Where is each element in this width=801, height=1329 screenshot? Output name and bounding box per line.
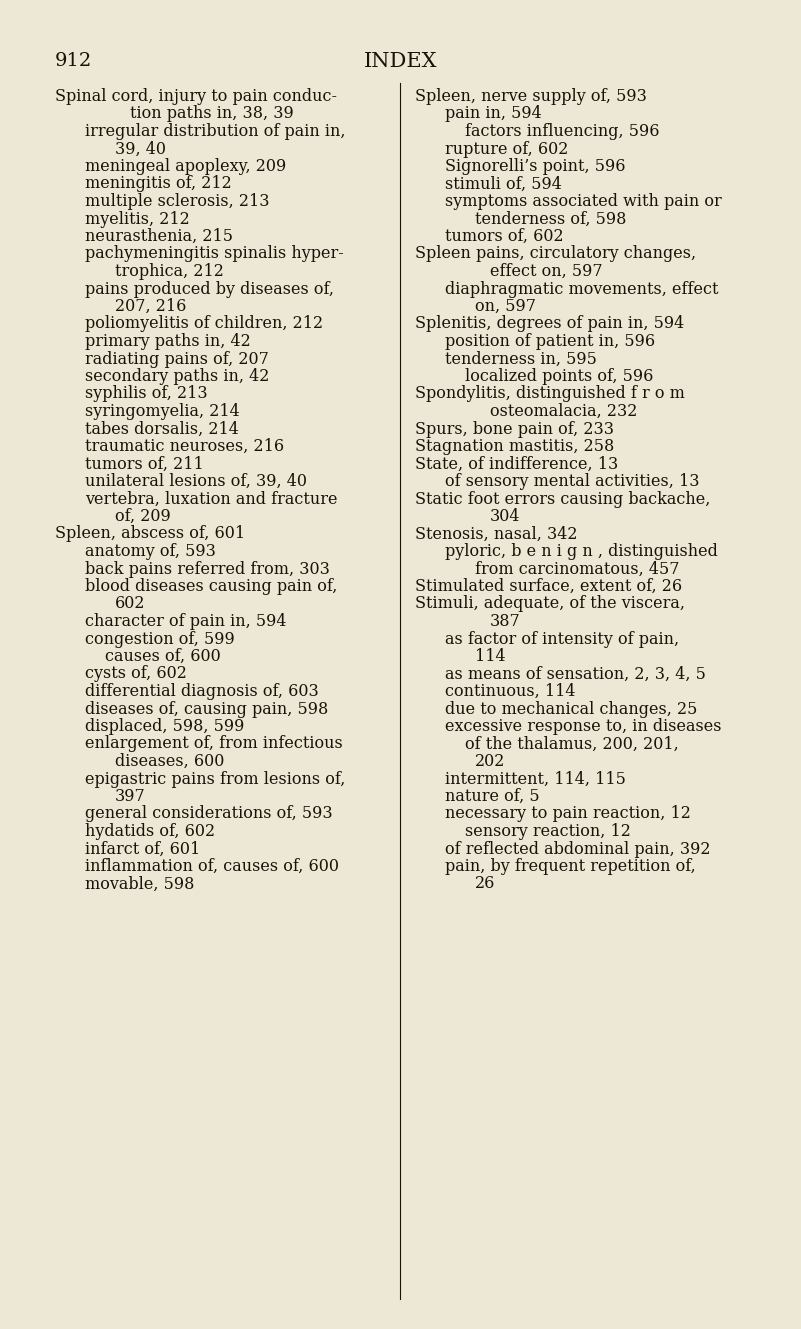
Text: 397: 397 bbox=[115, 788, 146, 805]
Text: Splenitis, degrees of pain in, 594: Splenitis, degrees of pain in, 594 bbox=[415, 315, 684, 332]
Text: pain, by frequent repetition of,: pain, by frequent repetition of, bbox=[445, 859, 696, 874]
Text: Spurs, bone pain of, 233: Spurs, bone pain of, 233 bbox=[415, 420, 614, 437]
Text: tumors of, 211: tumors of, 211 bbox=[85, 456, 203, 473]
Text: traumatic neuroses, 216: traumatic neuroses, 216 bbox=[85, 439, 284, 455]
Text: excessive response to, in diseases: excessive response to, in diseases bbox=[445, 718, 722, 735]
Text: tabes dorsalis, 214: tabes dorsalis, 214 bbox=[85, 420, 239, 437]
Text: movable, 598: movable, 598 bbox=[85, 876, 195, 893]
Text: general considerations of, 593: general considerations of, 593 bbox=[85, 805, 332, 823]
Text: inflammation of, causes of, 600: inflammation of, causes of, 600 bbox=[85, 859, 339, 874]
Text: of reflected abdominal pain, 392: of reflected abdominal pain, 392 bbox=[445, 840, 710, 857]
Text: 387: 387 bbox=[490, 613, 521, 630]
Text: 602: 602 bbox=[115, 595, 146, 613]
Text: on, 597: on, 597 bbox=[475, 298, 536, 315]
Text: hydatids of, 602: hydatids of, 602 bbox=[85, 823, 215, 840]
Text: INDEX: INDEX bbox=[364, 52, 437, 70]
Text: meningitis of, 212: meningitis of, 212 bbox=[85, 175, 231, 193]
Text: epigastric pains from lesions of,: epigastric pains from lesions of, bbox=[85, 771, 345, 788]
Text: 202: 202 bbox=[475, 754, 505, 769]
Text: syringomyelia, 214: syringomyelia, 214 bbox=[85, 403, 239, 420]
Text: 114: 114 bbox=[475, 649, 505, 664]
Text: tenderness of, 598: tenderness of, 598 bbox=[475, 210, 626, 227]
Text: of, 209: of, 209 bbox=[115, 508, 171, 525]
Text: sensory reaction, 12: sensory reaction, 12 bbox=[465, 823, 631, 840]
Text: effect on, 597: effect on, 597 bbox=[490, 263, 602, 280]
Text: of sensory mental activities, 13: of sensory mental activities, 13 bbox=[445, 473, 699, 490]
Text: diseases of, causing pain, 598: diseases of, causing pain, 598 bbox=[85, 700, 328, 718]
Text: unilateral lesions of, 39, 40: unilateral lesions of, 39, 40 bbox=[85, 473, 307, 490]
Text: factors influencing, 596: factors influencing, 596 bbox=[465, 124, 659, 140]
Text: neurasthenia, 215: neurasthenia, 215 bbox=[85, 229, 233, 245]
Text: secondary paths in, 42: secondary paths in, 42 bbox=[85, 368, 269, 385]
Text: continuous, 114: continuous, 114 bbox=[445, 683, 575, 700]
Text: tumors of, 602: tumors of, 602 bbox=[445, 229, 564, 245]
Text: 207, 216: 207, 216 bbox=[115, 298, 187, 315]
Text: cysts of, 602: cysts of, 602 bbox=[85, 666, 187, 683]
Text: nature of, 5: nature of, 5 bbox=[445, 788, 540, 805]
Text: vertebra, luxation and fracture: vertebra, luxation and fracture bbox=[85, 490, 337, 508]
Text: irregular distribution of pain in,: irregular distribution of pain in, bbox=[85, 124, 345, 140]
Text: Stenosis, nasal, 342: Stenosis, nasal, 342 bbox=[415, 525, 578, 542]
Text: position of patient in, 596: position of patient in, 596 bbox=[445, 334, 655, 350]
Text: due to mechanical changes, 25: due to mechanical changes, 25 bbox=[445, 700, 698, 718]
Text: Stimuli, adequate, of the viscera,: Stimuli, adequate, of the viscera, bbox=[415, 595, 685, 613]
Text: myelitis, 212: myelitis, 212 bbox=[85, 210, 190, 227]
Text: tion paths in, 38, 39: tion paths in, 38, 39 bbox=[130, 105, 294, 122]
Text: infarct of, 601: infarct of, 601 bbox=[85, 840, 200, 857]
Text: 39, 40: 39, 40 bbox=[115, 141, 166, 158]
Text: Spondylitis, distinguished f r o m: Spondylitis, distinguished f r o m bbox=[415, 385, 685, 403]
Text: Spleen, abscess of, 601: Spleen, abscess of, 601 bbox=[55, 525, 245, 542]
Text: back pains referred from, 303: back pains referred from, 303 bbox=[85, 561, 330, 578]
Text: primary paths in, 42: primary paths in, 42 bbox=[85, 334, 251, 350]
Text: Signorelli’s point, 596: Signorelli’s point, 596 bbox=[445, 158, 626, 175]
Text: Static foot errors causing backache,: Static foot errors causing backache, bbox=[415, 490, 710, 508]
Text: blood diseases causing pain of,: blood diseases causing pain of, bbox=[85, 578, 337, 595]
Text: pyloric, b e n i g n , distinguished: pyloric, b e n i g n , distinguished bbox=[445, 544, 718, 560]
Text: character of pain in, 594: character of pain in, 594 bbox=[85, 613, 287, 630]
Text: trophica, 212: trophica, 212 bbox=[115, 263, 223, 280]
Text: as factor of intensity of pain,: as factor of intensity of pain, bbox=[445, 630, 679, 647]
Text: necessary to pain reaction, 12: necessary to pain reaction, 12 bbox=[445, 805, 691, 823]
Text: Spleen pains, circulatory changes,: Spleen pains, circulatory changes, bbox=[415, 246, 696, 263]
Text: rupture of, 602: rupture of, 602 bbox=[445, 141, 569, 158]
Text: radiating pains of, 207: radiating pains of, 207 bbox=[85, 351, 269, 368]
Text: pachymeningitis spinalis hyper-: pachymeningitis spinalis hyper- bbox=[85, 246, 344, 263]
Text: causes of, 600: causes of, 600 bbox=[105, 649, 221, 664]
Text: displaced, 598, 599: displaced, 598, 599 bbox=[85, 718, 244, 735]
Text: meningeal apoplexy, 209: meningeal apoplexy, 209 bbox=[85, 158, 286, 175]
Text: from carcinomatous, 457: from carcinomatous, 457 bbox=[475, 561, 679, 578]
Text: congestion of, 599: congestion of, 599 bbox=[85, 630, 235, 647]
Text: Stagnation mastitis, 258: Stagnation mastitis, 258 bbox=[415, 439, 614, 455]
Text: symptoms associated with pain or: symptoms associated with pain or bbox=[445, 193, 722, 210]
Text: anatomy of, 593: anatomy of, 593 bbox=[85, 544, 216, 560]
Text: pains produced by diseases of,: pains produced by diseases of, bbox=[85, 280, 334, 298]
Text: differential diagnosis of, 603: differential diagnosis of, 603 bbox=[85, 683, 319, 700]
Text: 912: 912 bbox=[55, 52, 92, 70]
Text: 26: 26 bbox=[475, 876, 495, 893]
Text: osteomalacia, 232: osteomalacia, 232 bbox=[490, 403, 638, 420]
Text: pain in, 594: pain in, 594 bbox=[445, 105, 541, 122]
Text: of the thalamus, 200, 201,: of the thalamus, 200, 201, bbox=[465, 735, 678, 752]
Text: Spleen, nerve supply of, 593: Spleen, nerve supply of, 593 bbox=[415, 88, 647, 105]
Text: intermittent, 114, 115: intermittent, 114, 115 bbox=[445, 771, 626, 788]
Text: State, of indifference, 13: State, of indifference, 13 bbox=[415, 456, 618, 473]
Text: stimuli of, 594: stimuli of, 594 bbox=[445, 175, 562, 193]
Text: Stimulated surface, extent of, 26: Stimulated surface, extent of, 26 bbox=[415, 578, 682, 595]
Text: diaphragmatic movements, effect: diaphragmatic movements, effect bbox=[445, 280, 718, 298]
Text: syphilis of, 213: syphilis of, 213 bbox=[85, 385, 207, 403]
Text: poliomyelitis of children, 212: poliomyelitis of children, 212 bbox=[85, 315, 323, 332]
Text: enlargement of, from infectious: enlargement of, from infectious bbox=[85, 735, 343, 752]
Text: Spinal cord, injury to pain conduc-: Spinal cord, injury to pain conduc- bbox=[55, 88, 337, 105]
Text: 304: 304 bbox=[490, 508, 521, 525]
Text: tenderness in, 595: tenderness in, 595 bbox=[445, 351, 597, 368]
Text: as means of sensation, 2, 3, 4, 5: as means of sensation, 2, 3, 4, 5 bbox=[445, 666, 706, 683]
Text: diseases, 600: diseases, 600 bbox=[115, 754, 224, 769]
Text: multiple sclerosis, 213: multiple sclerosis, 213 bbox=[85, 193, 269, 210]
Text: localized points of, 596: localized points of, 596 bbox=[465, 368, 654, 385]
